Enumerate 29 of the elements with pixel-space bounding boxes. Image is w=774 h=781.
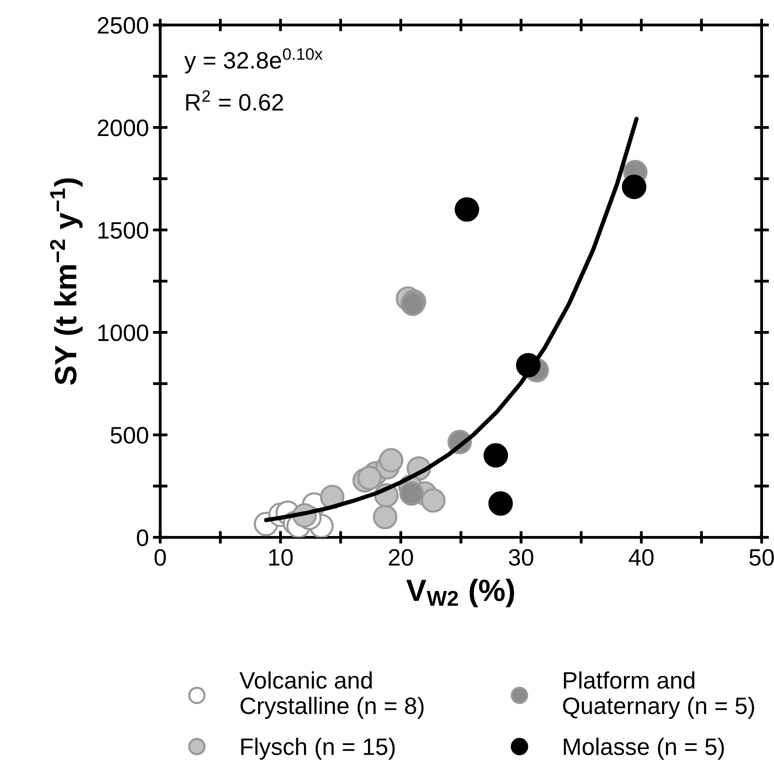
y-tick-label: 2000 [98,120,148,136]
point [378,448,404,473]
y-axis-title: SY (t km$^{−2}$ y$^{−1}$) [50,178,83,385]
y-tick-label: 0 [136,529,148,546]
y-tick-label: 2500 [98,17,148,34]
point [488,491,513,516]
x-tick-label: 20 [388,549,413,566]
point [421,488,446,513]
legend-label: Flysch (n = 15) [241,738,395,760]
y-tick-label: 1500 [98,222,148,239]
point [372,504,398,530]
annotation: y = 32.8e$^{0.10x}$ [184,48,323,74]
y-tick-label: 500 [110,426,148,444]
y-tick-label: 1000 [98,324,148,342]
x-axis-title: V$_{W2}$ (%) [406,578,514,608]
x-tick-label: 50 [749,549,774,566]
x-tick-label: 30 [508,549,534,566]
legend-label: Volcanic and Crystalline (n = 8) [239,671,424,719]
point [484,443,508,468]
point [454,197,480,222]
legend-label: Molasse (n = 5) [564,738,724,760]
annotation: R$^{2}$ = 0.62 [186,90,284,111]
x-tick-label: 40 [628,549,654,566]
legend-label: Platform and Quaternary (n = 5) [563,671,754,719]
x-tick-label: 0 [154,549,166,566]
point [357,466,382,490]
point [399,481,424,506]
point [622,174,646,200]
x-tick-label: 10 [269,549,293,566]
